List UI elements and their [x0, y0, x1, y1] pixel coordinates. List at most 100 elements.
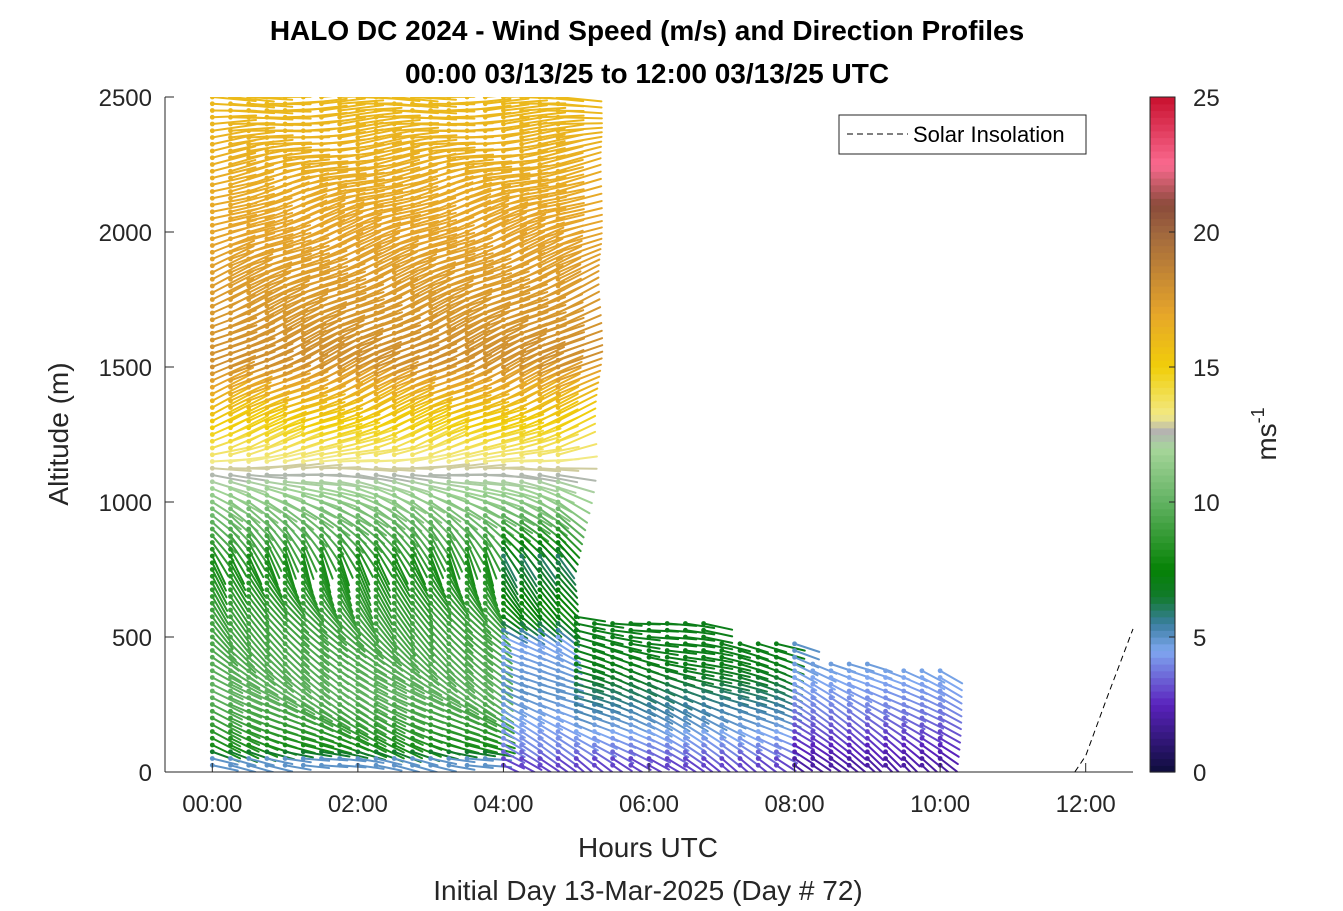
wind-arrow-shaft: [284, 337, 328, 362]
wind-arrow-head: [828, 681, 834, 687]
wind-arrow-head: [391, 668, 397, 674]
wind-arrow-head: [501, 162, 506, 167]
wind-arrow-shaft: [393, 744, 424, 760]
wind-arrow-head: [391, 729, 397, 734]
wind-arrow-head: [246, 101, 252, 107]
wind-arrow-head: [628, 675, 634, 680]
wind-arrow-shaft: [229, 602, 250, 631]
wind-arrow-shaft: [557, 696, 584, 706]
wind-arrow-head: [701, 756, 706, 761]
wind-arrow-head: [482, 546, 488, 552]
wind-arrow-head: [300, 526, 306, 532]
wind-arrow-head: [264, 634, 270, 640]
wind-arrow-head: [719, 675, 725, 680]
wind-arrow-head: [300, 452, 306, 458]
wind-arrow-head: [209, 459, 215, 464]
wind-arrow-shaft: [229, 696, 263, 713]
wind-arrow-head: [482, 351, 488, 356]
wind-arrow-head: [319, 627, 324, 633]
wind-arrow-shaft: [247, 663, 276, 686]
wind-arrow-shaft: [629, 696, 657, 711]
colorbar-cell: [1150, 117, 1175, 125]
wind-arrow-head: [391, 432, 397, 437]
wind-arrow-shaft: [338, 237, 382, 260]
wind-arrow-head: [391, 270, 397, 275]
wind-arrow-head: [410, 155, 415, 161]
wind-arrow-head: [319, 324, 324, 329]
wind-arrow-head: [428, 519, 434, 525]
wind-arrow-shaft: [393, 126, 440, 132]
wind-arrow-head: [446, 513, 452, 518]
wind-arrow-shaft: [557, 329, 603, 348]
wind-arrow-head: [355, 141, 361, 147]
wind-arrow-shaft: [375, 494, 410, 514]
wind-arrow-shaft: [356, 447, 399, 456]
wind-arrow-head: [228, 195, 233, 201]
wind-arrow-head: [482, 310, 488, 316]
wind-arrow-head: [755, 756, 761, 761]
colorbar-cell: [1150, 414, 1175, 422]
wind-arrow-head: [355, 715, 361, 721]
wind-arrow-head: [519, 425, 525, 431]
colorbar-cell: [1150, 515, 1175, 523]
wind-arrow-head: [428, 168, 434, 174]
wind-arrow-shaft: [848, 750, 867, 767]
colorbar-cell: [1150, 306, 1175, 314]
wind-arrow-shaft: [393, 717, 425, 733]
wind-arrow-head: [228, 506, 233, 512]
wind-arrow-head: [319, 141, 324, 147]
wind-arrow-head: [773, 641, 779, 647]
wind-arrow-head: [282, 97, 288, 100]
wind-arrow-head: [446, 459, 452, 464]
wind-arrow-head: [592, 641, 597, 647]
wind-arrow-shaft: [484, 534, 505, 564]
wind-arrow-head: [209, 263, 215, 269]
wind-arrow-head: [373, 756, 379, 761]
wind-arrow-shaft: [484, 521, 512, 546]
wind-arrow-head: [246, 371, 252, 377]
wind-arrow-head: [355, 108, 361, 113]
wind-arrow-head: [537, 310, 543, 316]
wind-arrow-head: [555, 438, 561, 444]
wind-arrow-head: [355, 222, 361, 228]
wind-arrow-head: [391, 702, 397, 707]
wind-arrow-head: [300, 303, 306, 309]
wind-arrow-head: [246, 135, 252, 140]
wind-arrow-head: [428, 627, 434, 633]
wind-arrow-head: [501, 384, 506, 390]
wind-arrow-head: [464, 236, 470, 242]
wind-arrow-head: [737, 756, 743, 761]
wind-arrow-head: [337, 675, 343, 680]
wind-arrow-head: [228, 675, 233, 680]
wind-arrow-head: [355, 411, 361, 417]
wind-arrow-head: [355, 526, 361, 532]
wind-arrow-head: [300, 175, 306, 181]
wind-arrow-shaft: [302, 311, 346, 335]
wind-arrow-shaft: [557, 467, 598, 470]
wind-arrow-head: [464, 540, 470, 545]
wind-arrow-shaft: [411, 683, 444, 702]
wind-arrow-shaft: [720, 690, 750, 699]
wind-arrow-head: [300, 182, 306, 188]
wind-arrow-head: [519, 553, 525, 559]
wind-arrow-shaft: [484, 172, 531, 179]
wind-arrow-shaft: [702, 656, 734, 664]
wind-arrow-head: [300, 371, 306, 377]
wind-arrow-shaft: [666, 669, 697, 679]
wind-arrow-head: [937, 688, 943, 694]
wind-arrow-head: [537, 317, 543, 323]
wind-arrow-head: [446, 708, 452, 714]
wind-arrow-shaft: [484, 231, 528, 254]
wind-arrow-head: [410, 256, 415, 262]
wind-arrow-head: [755, 668, 761, 674]
wind-arrow-head: [282, 330, 288, 336]
wind-arrow-shaft: [502, 555, 518, 582]
wind-arrow-shaft: [284, 244, 330, 260]
wind-arrow-shaft: [247, 548, 265, 579]
wind-arrow-shaft: [375, 669, 407, 689]
wind-arrow-head: [646, 688, 652, 694]
wind-arrow-shaft: [720, 730, 745, 746]
wind-arrow-head: [319, 189, 324, 194]
wind-arrow-shaft: [702, 683, 732, 692]
colorbar-cell: [1150, 488, 1175, 496]
